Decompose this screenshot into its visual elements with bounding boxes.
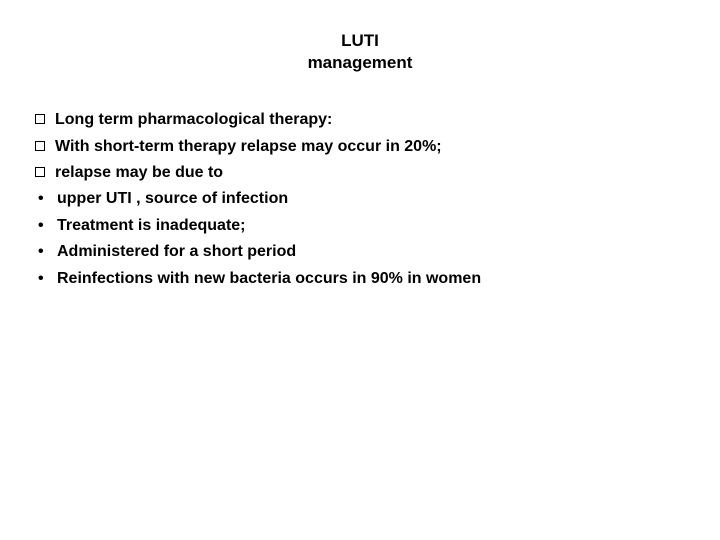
dot-bullet-icon: • [35,241,57,263]
title-line-1: LUTI [35,30,685,52]
square-bullet-icon [35,167,45,177]
square-bullet-icon [35,141,45,151]
list-item-text: With short-term therapy relapse may occu… [55,136,685,158]
list-item: With short-term therapy relapse may occu… [35,136,685,158]
dot-bullet-icon: • [35,188,57,210]
list-item: Long term pharmacological therapy: [35,109,685,131]
list-item-text: Treatment is inadequate; [57,215,685,237]
list-item: • Treatment is inadequate; [35,215,685,237]
slide-title: LUTI management [35,30,685,74]
list-item-text: relapse may be due to [55,162,685,184]
list-item-text: upper UTI , source of infection [57,188,685,210]
list-item-text: Long term pharmacological therapy: [55,109,685,131]
title-line-2: management [35,52,685,74]
list-item: • upper UTI , source of infection [35,188,685,210]
list-item: • Reinfections with new bacteria occurs … [35,268,685,290]
list-item: relapse may be due to [35,162,685,184]
bullet-list: Long term pharmacological therapy: With … [35,109,685,290]
list-item-text: Reinfections with new bacteria occurs in… [57,268,685,290]
list-item-text: Administered for a short period [57,241,685,263]
square-bullet-icon [35,114,45,124]
list-item: • Administered for a short period [35,241,685,263]
dot-bullet-icon: • [35,268,57,290]
dot-bullet-icon: • [35,215,57,237]
